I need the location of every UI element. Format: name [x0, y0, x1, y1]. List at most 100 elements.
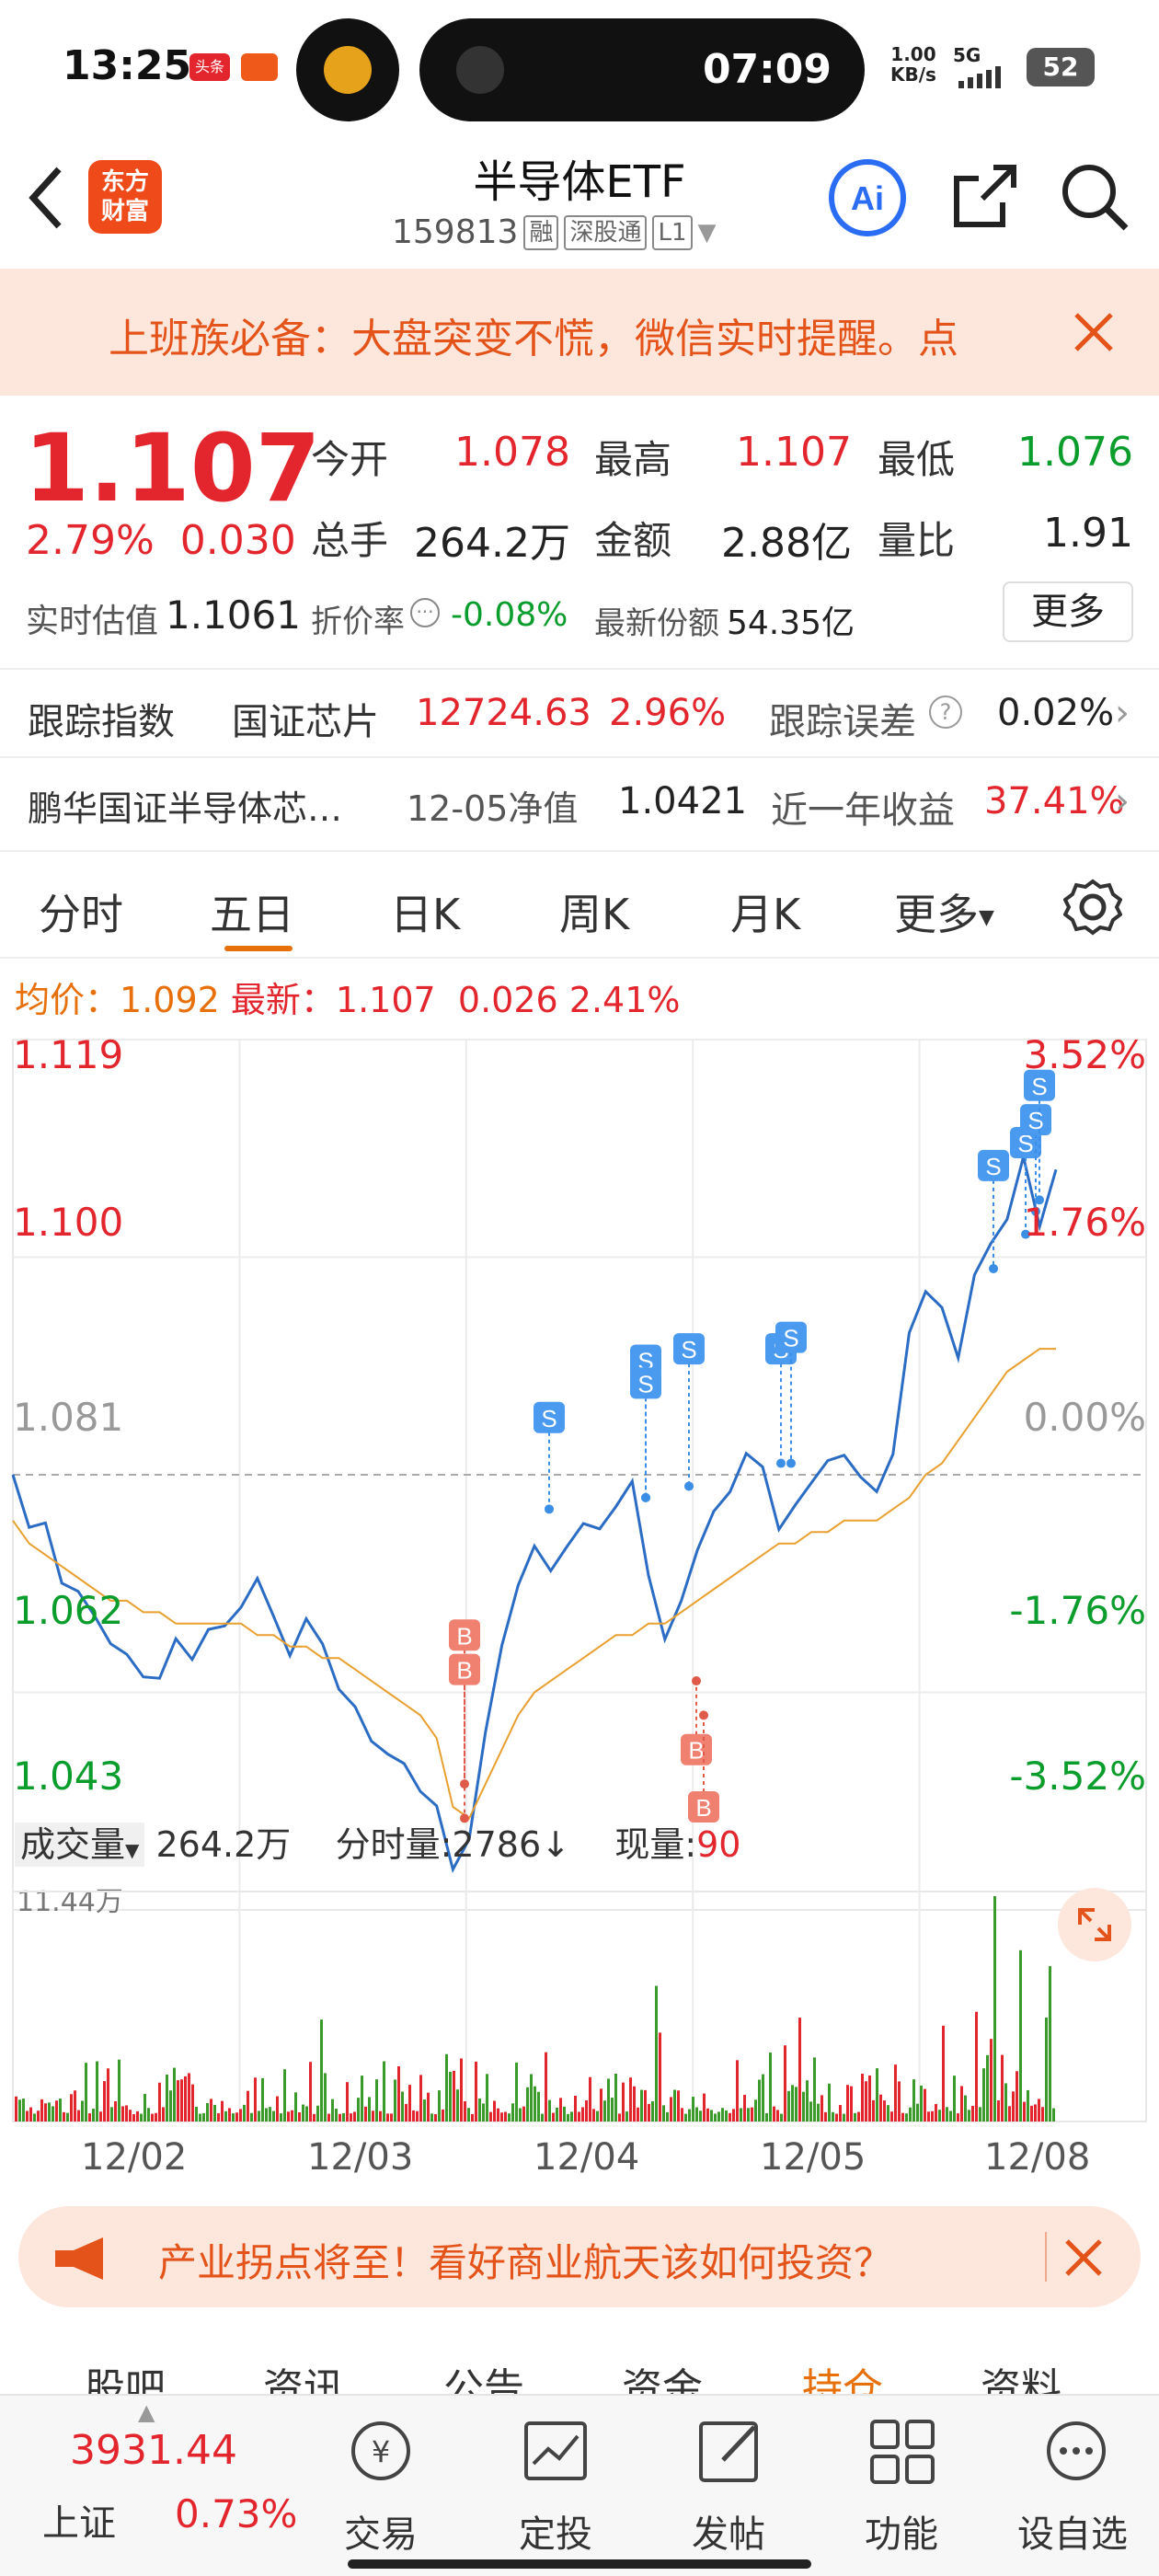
volume-bar: [743, 2094, 746, 2122]
back-icon[interactable]: [28, 166, 64, 230]
volume-bar: [541, 2113, 544, 2122]
apps-icon[interactable]: [865, 2414, 942, 2491]
nav-invest-plan[interactable]: 定投: [519, 2513, 592, 2556]
volume-bar: [813, 2057, 816, 2122]
post-icon[interactable]: [692, 2414, 769, 2491]
volume-bar: [920, 2085, 923, 2122]
volume-bar: [33, 2113, 36, 2122]
volume-bar: [570, 2111, 573, 2122]
volume-bar: [1016, 2071, 1018, 2122]
volume-bar: [302, 2104, 304, 2122]
invest-plan-icon[interactable]: [517, 2414, 594, 2491]
volume-bar: [125, 2105, 128, 2122]
tag-margin: 融: [523, 214, 559, 250]
ai-icon[interactable]: Ai: [828, 158, 907, 237]
sell-marker-dot: [1021, 1229, 1030, 1239]
tracking-row[interactable]: 跟踪指数 国证芯片 12724.63 2.96% 跟踪误差 ? 0.02% ›: [0, 668, 1159, 756]
volume-bar: [287, 2111, 290, 2122]
buy-marker: B: [681, 1676, 712, 1765]
volume-bar: [732, 2109, 735, 2122]
volume-bar: [662, 2105, 665, 2122]
tab-daily-k[interactable]: 日K: [390, 890, 461, 939]
close-icon[interactable]: [1073, 311, 1115, 353]
volume-bar: [66, 2112, 69, 2122]
volume-bar: [681, 2108, 683, 2122]
stopwatch-icon: [324, 46, 372, 94]
sell-marker-badge: [673, 1333, 705, 1365]
volume-bar: [276, 2096, 279, 2122]
nav-trade[interactable]: 交易: [344, 2513, 418, 2556]
volume-bar: [515, 2062, 518, 2122]
volume-bar: [103, 2081, 106, 2122]
volume-bar: [618, 2113, 621, 2122]
timer-pill[interactable]: [296, 18, 399, 121]
sell-marker-dot: [1035, 1195, 1044, 1205]
tab-monthly-k[interactable]: 月K: [730, 890, 801, 939]
volume-label: 总手: [311, 518, 389, 563]
volume-bar: [158, 2082, 161, 2122]
year-return-label: 近一年收益: [771, 789, 955, 832]
dynamic-island[interactable]: 07:09: [419, 18, 865, 121]
more-dots-icon[interactable]: [1038, 2414, 1115, 2491]
volume-bar: [500, 2112, 503, 2122]
volume-selector[interactable]: 成交量▼: [15, 1823, 145, 1867]
tab-intraday[interactable]: 分时: [39, 890, 123, 939]
tab-five-day[interactable]: 五日: [210, 890, 294, 939]
volume-bar: [592, 2109, 595, 2122]
index-name: 上证: [42, 2502, 116, 2545]
volume-bar: [706, 2108, 709, 2122]
trade-icon[interactable]: ¥: [342, 2414, 419, 2491]
volume-bar: [971, 2106, 974, 2122]
fund-row[interactable]: 鹏华国证半导体芯… 12-05净值 1.0421 近一年收益 37.41% ›: [0, 756, 1159, 850]
nav-functions[interactable]: 功能: [865, 2513, 938, 2556]
volume-bar: [1030, 2105, 1033, 2122]
volume-bar: [489, 2111, 492, 2122]
index-value[interactable]: 3931.44: [70, 2427, 237, 2474]
sell-marker-label: S: [541, 1405, 557, 1432]
volume-bar: [81, 2100, 84, 2122]
volume-bar: [861, 2074, 864, 2122]
sell-marker-label: S: [1031, 1073, 1047, 1100]
volume-bar: [644, 2089, 647, 2122]
volume-bar: [979, 2107, 981, 2122]
help-icon[interactable]: ?: [929, 696, 962, 729]
discount-label: 折价率: [311, 604, 405, 640]
nav-post[interactable]: 发帖: [692, 2513, 765, 2556]
info-icon[interactable]: ···: [410, 598, 440, 627]
volume-bar: [364, 2106, 367, 2122]
volume-bar: [467, 2108, 470, 2122]
nav-add-watchlist[interactable]: 设自选: [1017, 2513, 1128, 2556]
more-button[interactable]: 更多: [1003, 581, 1133, 642]
close-icon[interactable]: [1063, 2237, 1104, 2278]
volume-bar: [357, 2098, 360, 2122]
x-tick: 12/02: [81, 2136, 188, 2179]
brand-logo[interactable]: 东方 财富: [88, 160, 162, 234]
promo-banner-2[interactable]: 产业拐点将至！看好商业航天该如何投资？: [18, 2206, 1141, 2307]
volume-bar: [1004, 2083, 1007, 2122]
volume-bar: [1038, 2099, 1040, 2122]
promo-banner[interactable]: 上班族必备：大盘突变不慌，微信实时提醒。点: [0, 269, 1159, 396]
volume-bar: [791, 2085, 794, 2122]
volume-bar: [114, 2101, 117, 2122]
share-icon[interactable]: [947, 160, 1021, 234]
security-subtitle[interactable]: 159813 融 深股通 L1 ▼: [392, 213, 717, 251]
volume-bar: [383, 2061, 385, 2122]
volume-bar: [997, 2100, 1000, 2122]
buy-marker-label: B: [695, 1794, 711, 1822]
header: 东方 财富 半导体ETF 159813 融 深股通 L1 ▼ Ai: [0, 138, 1159, 267]
volume-bar: [802, 2091, 805, 2122]
y-right-tick: 3.52%: [1023, 1032, 1146, 1077]
search-icon[interactable]: [1058, 160, 1131, 234]
expand-icon[interactable]: [1058, 1888, 1131, 1961]
volume-bar: [563, 2106, 566, 2122]
volume-bar: [585, 2099, 588, 2122]
volume-bar: [228, 2108, 231, 2122]
volume-bar: [191, 2084, 194, 2122]
volume-bar: [670, 2097, 672, 2122]
tab-weekly-k[interactable]: 周K: [559, 890, 630, 939]
volume-bar: [151, 2113, 154, 2122]
tab-more[interactable]: 更多▼: [894, 890, 994, 939]
gear-icon[interactable]: [1063, 878, 1122, 937]
volume-bar: [74, 2090, 76, 2122]
